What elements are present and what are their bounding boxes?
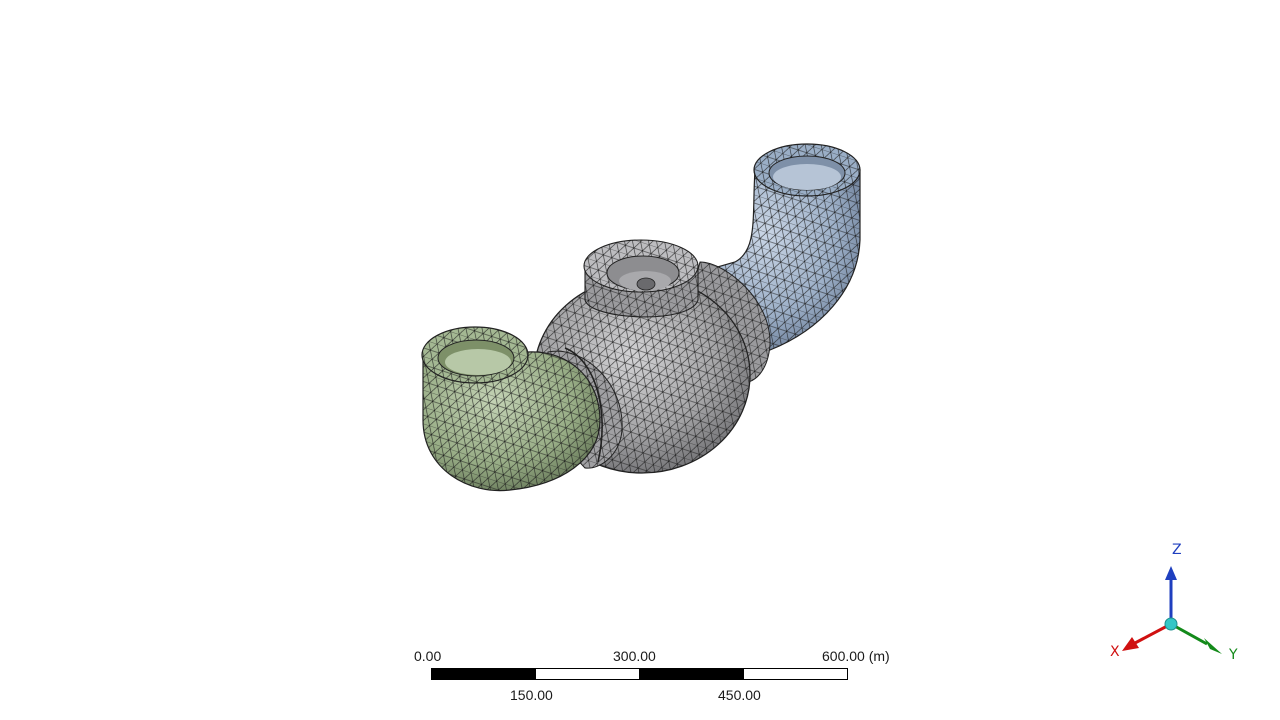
scale-label-600: 600.00 (m): [822, 648, 890, 664]
scale-label-450: 450.00: [718, 687, 761, 703]
scale-label-0: 0.00: [414, 648, 442, 664]
triad-x-label: X: [1110, 644, 1120, 660]
left-elbow[interactable]: [421, 326, 601, 492]
scale-segment-2: [535, 668, 640, 680]
scale-segment-4: [743, 668, 848, 680]
top-boss[interactable]: [583, 239, 699, 318]
scale-segment-1: [431, 668, 536, 680]
triad-y-label: Y: [1229, 647, 1238, 663]
scale-label-300: 300.00: [613, 648, 656, 664]
scale-segment-3: [639, 668, 744, 680]
triad-z-label: Z: [1172, 542, 1182, 558]
scale-label-150: 150.00: [510, 687, 553, 703]
